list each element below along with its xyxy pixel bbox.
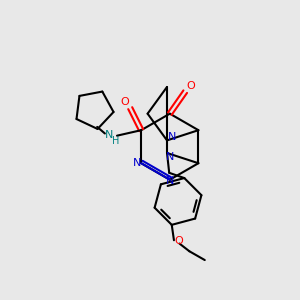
Text: H: H (112, 136, 120, 146)
Text: N: N (168, 132, 177, 142)
Text: N: N (133, 158, 141, 168)
Text: N: N (166, 176, 174, 186)
Text: O: O (174, 236, 183, 246)
Text: O: O (120, 97, 129, 106)
Text: N: N (105, 130, 113, 140)
Text: N: N (166, 152, 175, 162)
Text: O: O (186, 81, 195, 91)
